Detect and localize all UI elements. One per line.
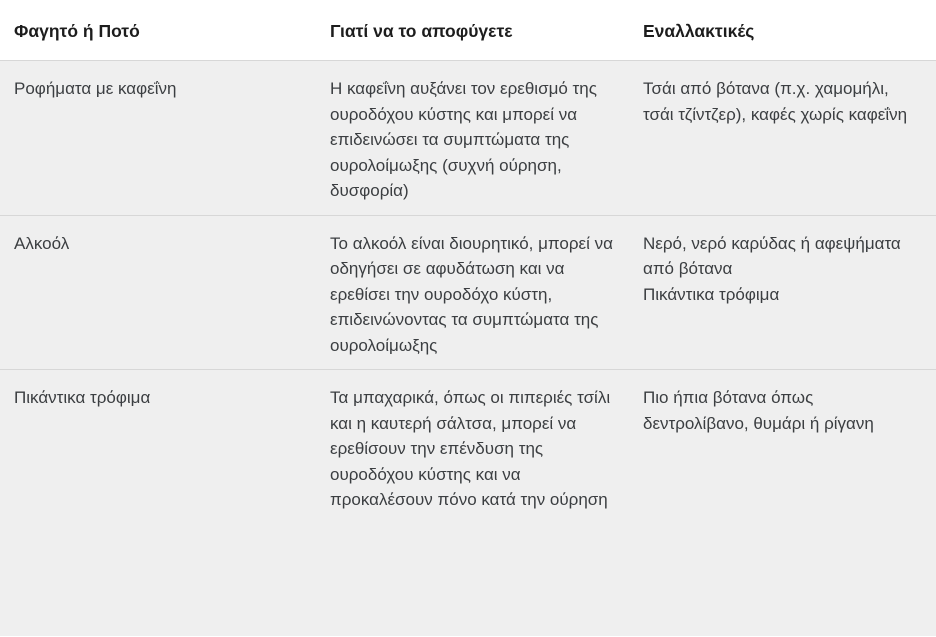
column-header-reason: Γιατί να το αποφύγετε (330, 21, 513, 41)
cell-food: Πικάντικα τρόφιμα (14, 388, 151, 407)
cell-alternatives: Πιο ήπια βότανα όπως δεντρολίβανο, θυμάρ… (643, 388, 874, 433)
cell-food: Ροφήματα με καφεΐνη (14, 79, 177, 98)
table-row: Αλκοόλ Το αλκοόλ είναι διουρητικό, μπορε… (0, 215, 936, 370)
cell-alternatives: Νερό, νερό καρύδας ή αφεψήματα από βόταν… (643, 233, 901, 304)
cell-reason: Το αλκοόλ είναι διουρητικό, μπορεί να οδ… (330, 233, 613, 355)
cell-food: Αλκοόλ (14, 233, 70, 253)
table-header-row: Φαγητό ή Ποτό Γιατί να το αποφύγετε Εναλ… (0, 0, 936, 61)
cell-reason: Η καφεΐνη αυξάνει τον ερεθισμό της ουροδ… (330, 79, 597, 200)
column-header-food: Φαγητό ή Ποτό (14, 21, 140, 41)
table-row: Ροφήματα με καφεΐνη Η καφεΐνη αυξάνει το… (0, 61, 936, 216)
column-header-alternatives: Εναλλακτικές (643, 21, 755, 41)
cell-reason: Τα μπαχαρικά, όπως οι πιπεριές τσίλι και… (330, 388, 611, 509)
table-row: Πικάντικα τρόφιμα Τα μπαχαρικά, όπως οι … (0, 370, 936, 524)
table-body: Ροφήματα με καφεΐνη Η καφεΐνη αυξάνει το… (0, 61, 936, 636)
cell-alternatives: Τσάι από βότανα (π.χ. χαμομήλι, τσάι τζί… (643, 79, 908, 124)
